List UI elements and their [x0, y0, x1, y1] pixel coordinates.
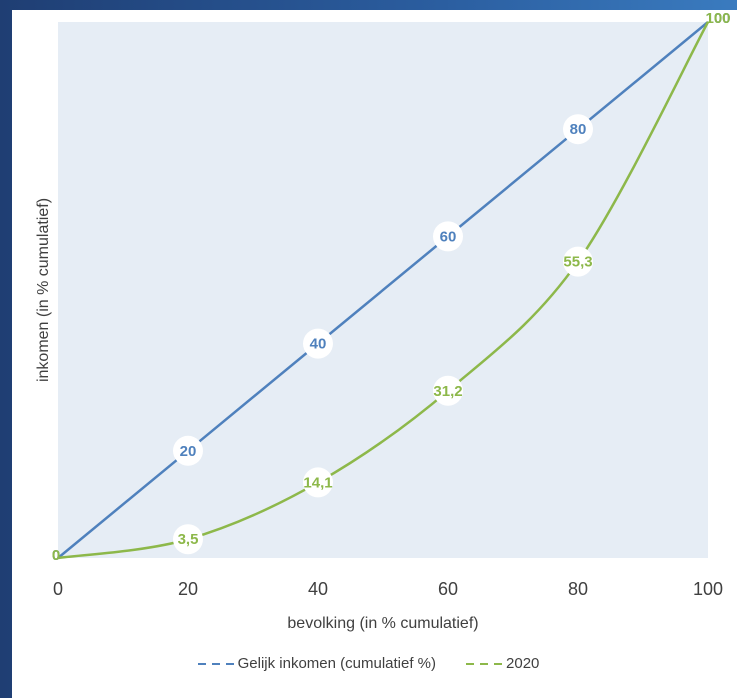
legend-label-2020: 2020 — [506, 655, 540, 672]
data-label-badge — [173, 524, 203, 555]
data-label-text: 100 — [705, 10, 730, 27]
y-axis-label: inkomen (in % cumulatief) — [35, 198, 52, 382]
data-label-text: 60 — [440, 228, 457, 245]
data-label-badge — [303, 467, 333, 498]
data-label: 60 — [433, 221, 463, 252]
data-label: 14,1 — [303, 467, 333, 498]
x-tick-label: 0 — [53, 579, 63, 599]
data-label: 100 — [705, 10, 730, 27]
data-label: 55,3 — [563, 246, 593, 277]
x-tick-label: 40 — [308, 579, 328, 599]
data-label-badge — [303, 328, 333, 359]
data-label: 40 — [303, 328, 333, 359]
data-label-text: 20 — [180, 443, 197, 460]
x-tick-label: 80 — [568, 579, 588, 599]
data-label-text: 80 — [570, 121, 587, 138]
data-label-text: 100 — [705, 10, 730, 27]
data-label-badge — [563, 114, 593, 145]
data-label-text: 31,2 — [433, 383, 462, 400]
data-label-text: 0 — [52, 547, 60, 564]
data-label-badge — [433, 221, 463, 252]
data-label: 0 — [52, 547, 60, 564]
legend-label-equal: Gelijk inkomen (cumulatief %) — [237, 655, 437, 672]
data-label: 31,2 — [433, 375, 463, 406]
x-tick-layer: 0 20 40 60 80 100 — [53, 579, 723, 599]
data-label-text: 14,1 — [303, 474, 332, 491]
data-label: 80 — [563, 114, 593, 145]
series-line-equal — [57, 21, 709, 559]
data-label-text: 40 — [310, 336, 327, 353]
x-tick-label: 60 — [438, 579, 458, 599]
data-label-badge — [563, 246, 593, 277]
x-axis-label: bevolking (in % cumulatief) — [287, 615, 478, 632]
data-label: 0 — [52, 547, 60, 564]
data-label-text: 0 — [52, 547, 60, 564]
x-tick-label: 100 — [693, 579, 723, 599]
x-tick-label: 20 — [178, 579, 198, 599]
legend-item-equal: Gelijk inkomen (cumulatief %) — [197, 655, 437, 672]
data-label-badge — [433, 375, 463, 406]
data-label: 100 — [705, 10, 730, 27]
data-label-text: 3,5 — [178, 531, 199, 548]
legend-item-2020: 2020 — [466, 655, 539, 672]
data-label: 3,5 — [173, 524, 203, 555]
data-label-badge — [173, 435, 203, 466]
data-label: 20 — [173, 435, 203, 466]
legend: Gelijk inkomen (cumulatief %) 2020 — [0, 655, 737, 672]
data-label-text: 55,3 — [563, 254, 592, 271]
legend-swatch-2020 — [466, 662, 503, 665]
legend-swatch-equal — [197, 662, 234, 665]
